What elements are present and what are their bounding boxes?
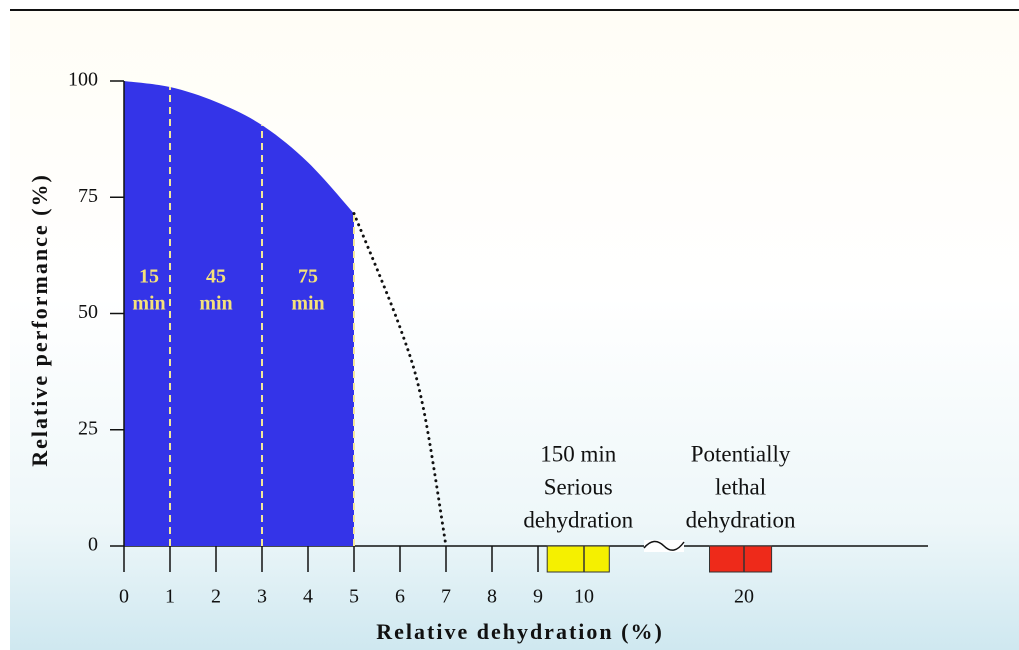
zone-label: dehydration [523,507,633,532]
interval-label: min [132,293,165,315]
x-axis-label: Relative dehydration (%) [376,619,664,644]
zone-box [709,545,773,573]
zone-label: Serious [544,474,613,499]
zone-label: 150 min [540,441,617,466]
zone-label: Potentially [691,441,791,466]
y-tick-label: 0 [88,534,98,556]
zone-label: lethal [715,474,766,499]
interval-label: min [199,293,232,315]
y-tick-label: 50 [78,301,98,323]
axis-break [643,540,685,551]
zone-box [546,545,610,573]
interval-label: min [291,293,324,315]
y-tick-label: 25 [78,417,98,439]
performance-area [124,81,354,546]
interval-label: 15 [139,266,159,288]
x-tick-label: 2 [211,586,221,608]
zone-label: dehydration [686,507,796,532]
y-tick-label: 100 [68,69,98,91]
x-tick-label: 3 [257,586,267,608]
y-tick-label: 75 [78,185,98,207]
y-axis-label: Relative performance (%) [27,173,52,467]
x-tick-label: 6 [395,586,405,608]
interval-label: 75 [298,266,318,288]
x-tick-label: 4 [303,586,313,608]
projected-curve [352,212,448,548]
x-tick-label: 9 [533,586,543,608]
x-tick-label: 7 [441,586,451,608]
x-tick-label: 20 [734,586,754,608]
x-tick-label: 8 [487,586,497,608]
x-tick-label: 1 [165,586,175,608]
x-tick-label: 10 [574,586,594,608]
x-tick-label: 0 [119,586,129,608]
interval-label: 45 [206,266,226,288]
x-tick-label: 5 [349,586,359,608]
